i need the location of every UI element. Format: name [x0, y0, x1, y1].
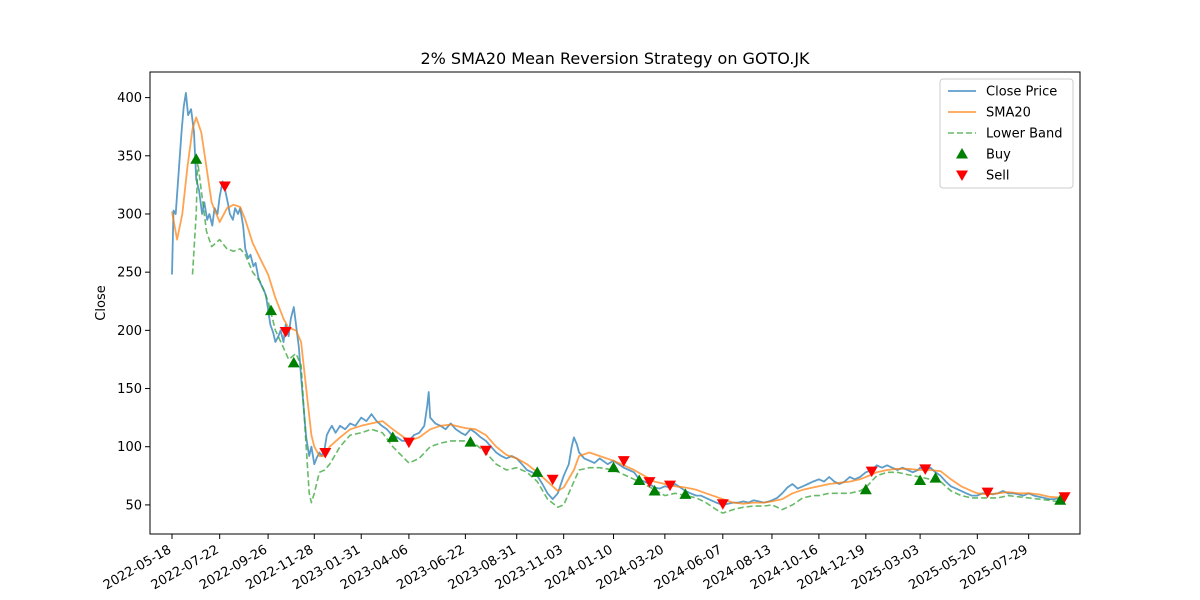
buy-marker	[1054, 494, 1067, 505]
sell-marker	[279, 327, 292, 338]
buy-marker	[531, 466, 544, 477]
y-axis-label: Close	[94, 285, 109, 320]
legend-entry: Buy	[956, 148, 1011, 163]
legend-buy-swatch	[956, 148, 968, 159]
sell-marker	[479, 445, 492, 457]
chart-title: 2% SMA20 Mean Reversion Strategy on GOTO…	[420, 49, 810, 68]
sell-marker	[1058, 492, 1071, 503]
y-tick-label: 200	[117, 324, 142, 339]
axes-frame	[149, 71, 1081, 535]
y-tick-label: 50	[125, 498, 142, 513]
legend-sell-swatch	[956, 170, 968, 181]
buy-marker	[190, 153, 203, 164]
buy-marker	[607, 461, 620, 473]
plot-area	[171, 92, 1071, 514]
buy-marker	[929, 472, 942, 483]
buy-marker	[914, 474, 927, 485]
legend-entry: SMA20	[948, 106, 1031, 121]
sell-marker	[319, 448, 332, 459]
legend-entry: Sell	[956, 169, 1009, 184]
sell-marker	[218, 181, 231, 193]
sma20-line	[171, 116, 1065, 505]
legend-label: Close Price	[986, 85, 1057, 100]
buy-marker	[648, 484, 661, 496]
sell-marker	[919, 464, 932, 475]
legend-label: Sell	[986, 169, 1009, 184]
buy-marker	[859, 483, 872, 495]
sell-marker	[981, 487, 994, 499]
buy-marker	[679, 488, 692, 499]
sell-marker	[865, 466, 878, 478]
legend-entry: Lower Band	[948, 127, 1062, 142]
y-axis: 50 100 150 200 250 300 350 400	[117, 91, 150, 513]
buy-marker	[464, 436, 477, 447]
buy-marker	[287, 356, 300, 368]
legend-label: Buy	[986, 148, 1011, 163]
y-tick-label: 250	[117, 266, 142, 281]
y-tick-label: 350	[117, 149, 142, 164]
y-tick-label: 300	[117, 207, 142, 222]
sell-marker	[664, 480, 677, 492]
buy-marker	[386, 431, 399, 442]
trade-markers	[190, 153, 1071, 510]
legend-label: Lower Band	[986, 127, 1062, 142]
series-group	[171, 92, 1065, 514]
legend-entry: Close Price	[948, 85, 1057, 100]
lower-band-line	[191, 160, 1065, 514]
y-tick-label: 150	[117, 382, 142, 397]
sell-marker	[546, 474, 559, 486]
legend-label: SMA20	[986, 106, 1031, 121]
y-tick-label: 400	[117, 91, 142, 106]
legend-box	[939, 78, 1074, 189]
buy-marker	[265, 304, 278, 316]
sell-marker	[643, 477, 656, 488]
sell-marker	[716, 499, 729, 510]
sell-marker	[617, 456, 630, 467]
sell-marker	[402, 437, 415, 449]
legend: Close Price SMA20 Lower Band Buy Sell	[939, 78, 1074, 189]
y-tick-label: 100	[117, 440, 142, 455]
buy-marker	[633, 474, 646, 485]
